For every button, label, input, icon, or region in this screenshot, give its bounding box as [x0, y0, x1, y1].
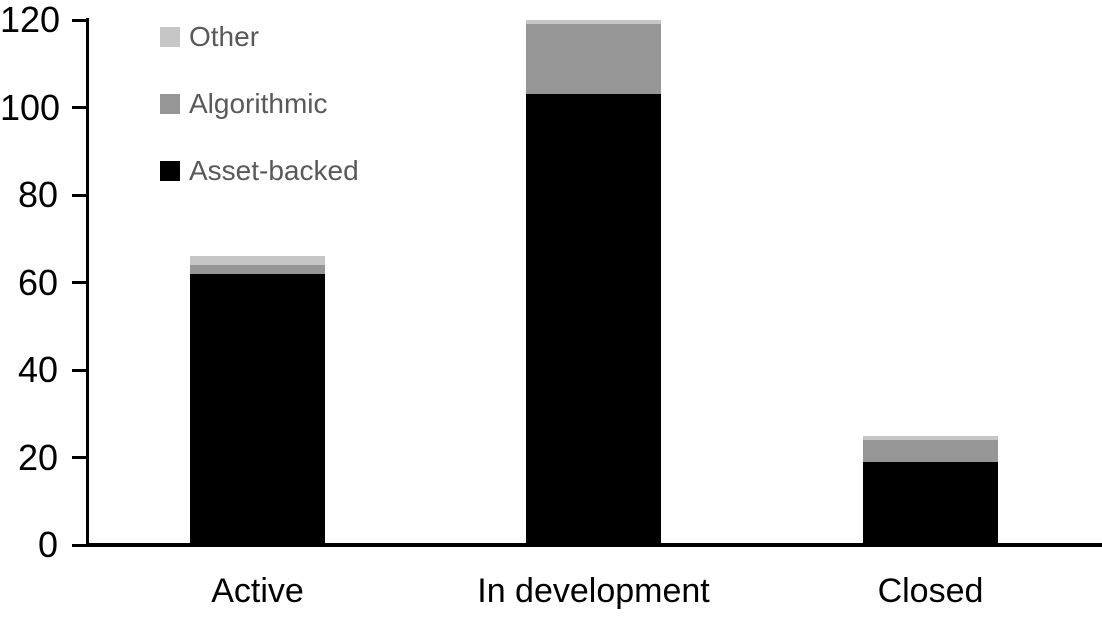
- y-axis-line: [86, 18, 89, 547]
- y-axis-tick-label-60: 60: [17, 261, 58, 303]
- y-axis-tick-mark-80: [72, 193, 86, 197]
- legend-swatch-algorithmic-icon: [160, 94, 180, 114]
- bar-segment-in-development-algorithmic: [526, 24, 661, 95]
- bar-segment-closed-asset-backed: [863, 461, 998, 545]
- y-axis-tick-label-80: 80: [17, 174, 58, 215]
- legend-entry-asset-backed: Asset-backed: [160, 157, 359, 185]
- y-axis-tick-mark-100: [72, 106, 86, 109]
- legend-label-other: Other: [189, 21, 260, 52]
- x-axis-label-active: Active: [211, 572, 304, 610]
- y-axis-tick-mark-40: [72, 368, 86, 372]
- legend-label-asset-backed: Asset-backed: [189, 155, 359, 186]
- y-axis-tick-mark-0: [72, 543, 86, 547]
- x-axis-line: [86, 543, 1102, 547]
- legend-swatch-other-icon: [160, 27, 180, 47]
- bar-segment-in-development-asset-backed: [526, 94, 661, 545]
- bar-segment-in-development-other: [526, 20, 661, 25]
- legend-swatch-asset-backed-icon: [160, 161, 180, 181]
- legend-label-algorithmic: Algorithmic: [189, 88, 328, 119]
- y-axis-tick-label-100: 100: [0, 86, 61, 128]
- legend-entry-algorithmic: Algorithmic: [160, 90, 327, 118]
- bar-segment-closed-algorithmic: [863, 440, 998, 462]
- bar-segment-closed-other: [863, 435, 998, 440]
- y-axis-tick-label-40: 40: [17, 349, 58, 390]
- y-axis-tick-label-0: 0: [37, 524, 58, 565]
- x-axis-label-in-development: In development: [477, 572, 710, 610]
- bar-segment-active-algorithmic: [190, 265, 325, 274]
- x-axis-label-closed: Closed: [877, 572, 984, 610]
- y-axis-tick-mark-120: [72, 18, 86, 22]
- y-axis-tick-mark-20: [72, 456, 86, 459]
- bar-segment-active-asset-backed: [190, 273, 325, 545]
- bar-closed: [863, 0, 998, 545]
- bar-active: [190, 0, 325, 545]
- y-axis-tick-label-20: 20: [17, 436, 58, 478]
- legend-entry-other: Other: [160, 23, 259, 51]
- y-axis-tick-mark-60: [72, 281, 86, 284]
- y-axis-tick-label-120: 120: [0, 0, 61, 40]
- bar-segment-active-other: [190, 256, 325, 265]
- bar-in-development: [526, 0, 661, 545]
